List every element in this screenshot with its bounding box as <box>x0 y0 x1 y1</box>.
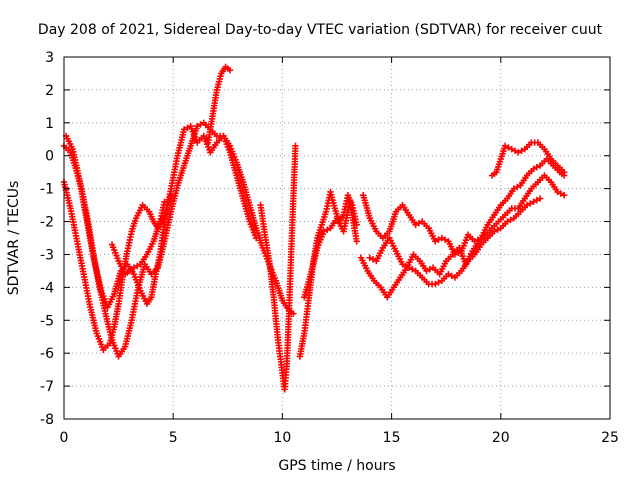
data-point <box>510 185 518 192</box>
y-tick-label: -2 <box>40 215 54 231</box>
data-point <box>530 165 537 173</box>
y-tick-label: 0 <box>45 149 54 165</box>
data-point <box>405 264 413 271</box>
series-track-10 <box>360 155 568 258</box>
data-point <box>402 262 409 270</box>
data-point <box>533 196 541 204</box>
data-point <box>292 142 299 150</box>
data-point <box>530 198 537 205</box>
plot-border <box>63 56 611 420</box>
data-point <box>451 251 459 258</box>
data-point <box>412 221 419 229</box>
data-point <box>435 236 442 243</box>
data-point <box>557 190 565 197</box>
chart-title: Day 208 of 2021, Sidereal Day-to-day VTE… <box>38 22 603 38</box>
y-tick-labels: -8 -7 -6 -5 -4 -3 -2 -1 0 1 2 3 <box>40 50 54 428</box>
data-point <box>369 256 377 263</box>
data-point <box>252 234 260 242</box>
series-track-5 <box>108 198 168 278</box>
x-tick-label: 0 <box>60 430 69 446</box>
y-tick-label: -5 <box>40 313 54 329</box>
grid-lines <box>64 57 610 419</box>
data-point <box>518 147 525 154</box>
series-track-12 <box>488 139 568 179</box>
data-point <box>130 264 138 271</box>
y-tick-label: -6 <box>40 346 54 362</box>
series-track-8 <box>301 198 360 301</box>
data-point <box>533 164 541 171</box>
data-point <box>399 261 406 268</box>
x-tick-labels: 0 5 10 15 20 25 <box>60 430 619 446</box>
series-track-3 <box>62 119 260 360</box>
data-point <box>471 238 478 245</box>
data-point <box>511 147 519 154</box>
data-point <box>180 126 188 133</box>
data-point <box>435 279 442 286</box>
x-tick-label: 10 <box>273 430 291 446</box>
data-point <box>513 183 521 191</box>
data-point <box>432 280 439 288</box>
series-track-9 <box>357 172 568 301</box>
data-point <box>445 271 452 278</box>
data-point <box>560 192 568 199</box>
y-tick-label: 2 <box>45 83 54 99</box>
data-point <box>432 238 439 245</box>
data-point <box>455 249 462 257</box>
data-point <box>323 226 331 233</box>
data-points <box>60 63 568 393</box>
data-point <box>505 144 512 151</box>
data-point <box>448 272 455 280</box>
data-point <box>184 124 191 131</box>
series-track-4 <box>204 63 234 146</box>
series-track-2 <box>60 178 175 354</box>
data-point <box>226 66 234 74</box>
x-tick-label: 25 <box>601 430 619 446</box>
data-point <box>554 188 561 196</box>
data-point <box>560 168 568 176</box>
data-point <box>353 238 360 245</box>
y-tick-label: -8 <box>40 412 54 428</box>
data-point <box>320 228 328 235</box>
data-point <box>507 216 514 224</box>
series-track-6 <box>257 142 299 393</box>
data-point <box>197 121 204 128</box>
x-axis-label: GPS time / hours <box>278 458 395 474</box>
data-point <box>194 122 201 130</box>
data-point <box>366 254 373 261</box>
data-point <box>494 226 501 233</box>
axis-ticks <box>63 56 611 420</box>
y-tick-label: -7 <box>40 379 54 395</box>
data-point <box>423 267 430 275</box>
data-point <box>504 218 511 225</box>
y-tick-label: 3 <box>45 50 54 66</box>
data-point <box>133 262 141 270</box>
y-tick-label: 1 <box>45 116 54 132</box>
data-point <box>491 228 498 235</box>
x-tick-label: 5 <box>169 430 178 446</box>
data-point <box>441 236 449 243</box>
y-tick-label: -1 <box>40 182 54 198</box>
data-point <box>426 266 434 273</box>
x-tick-label: 20 <box>492 430 510 446</box>
y-tick-label: -4 <box>40 280 54 296</box>
data-point <box>409 266 416 273</box>
data-point <box>536 195 544 202</box>
y-tick-label: -3 <box>40 247 54 263</box>
y-axis-label: SDTVAR / TECUs <box>6 181 22 296</box>
data-point <box>515 149 522 156</box>
data-point <box>501 142 509 150</box>
data-point <box>415 219 423 227</box>
x-tick-label: 15 <box>383 430 401 446</box>
data-point <box>508 145 515 153</box>
series-track-11 <box>366 195 544 288</box>
data-point <box>161 198 168 205</box>
data-point <box>527 200 534 207</box>
data-point <box>438 234 446 242</box>
data-point <box>523 201 531 209</box>
data-point <box>474 236 482 243</box>
